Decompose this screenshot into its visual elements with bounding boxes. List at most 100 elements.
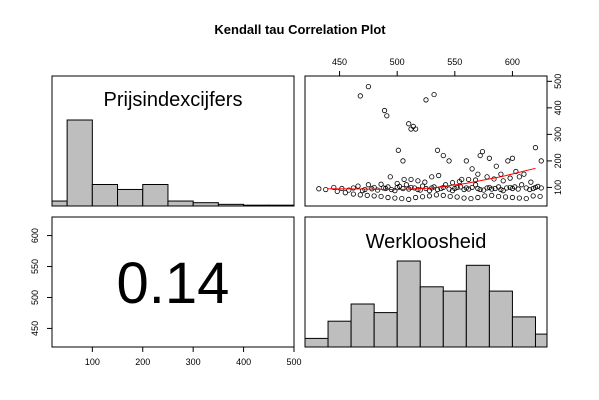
scatter-point [479, 149, 486, 155]
scatter-point [406, 196, 412, 202]
scatter-point [406, 121, 412, 127]
werk-hist-bar [350, 303, 375, 348]
scatter-point [456, 178, 463, 185]
scatter-point [350, 191, 356, 197]
prijs-y-tick-label: 500 [553, 74, 563, 89]
scatter-point [495, 193, 502, 200]
scatter-point [500, 178, 506, 184]
werk-hist-bar [534, 333, 548, 348]
prijs-x-tick-label: 500 [286, 357, 301, 367]
scatter-point [442, 182, 449, 188]
prijs-hist-bar [268, 204, 295, 207]
scatter-point [477, 152, 483, 159]
scatter-point [423, 97, 429, 103]
scatter-point [378, 193, 384, 200]
werk-y-tick-label: 550 [30, 259, 40, 274]
scatter-point [429, 174, 435, 180]
scatter-point [484, 174, 490, 180]
scatter-point [505, 158, 511, 164]
scatter-point [371, 193, 377, 199]
scatter-point [509, 194, 516, 201]
scatter-point [350, 185, 356, 191]
scatter-point [434, 147, 441, 153]
scatter-point [357, 93, 363, 99]
scatter-point [489, 192, 495, 198]
scatter-point [504, 185, 510, 191]
werk-histogram [304, 260, 548, 348]
smoother-line [327, 167, 536, 191]
prijs-hist-bar [243, 204, 270, 207]
scatter-point [394, 180, 400, 187]
prijs-x-tick-label: 300 [186, 357, 201, 367]
scatter-point [454, 184, 460, 191]
scatter-point [374, 187, 381, 193]
scatter-point [484, 185, 490, 191]
scatter-point [477, 186, 483, 193]
prijs-y-tick-label: 200 [553, 153, 563, 168]
scatter-point [433, 192, 439, 198]
scatter-point [537, 193, 543, 200]
scatter-point [475, 194, 481, 201]
scatter-point [475, 171, 481, 177]
prijs-y-tick-label: 300 [553, 127, 563, 142]
scatter-point [521, 171, 527, 177]
scatter-point [446, 158, 452, 164]
scatter-point [523, 195, 529, 202]
scatter-point [413, 194, 419, 201]
scatter-point [431, 91, 437, 98]
scatter-point [532, 145, 539, 151]
scatter-point [431, 184, 437, 190]
prijs-x-tick-label: 400 [236, 357, 251, 367]
scatter-point [365, 84, 371, 90]
prijs-y-tick-label: 100 [553, 180, 563, 195]
scatter-point [342, 190, 348, 196]
prijs-x-tick-label: 100 [85, 357, 100, 367]
scatter-point [447, 193, 453, 200]
scatter-point [468, 195, 474, 202]
scatter-panel [316, 84, 544, 202]
scatter-point [355, 183, 361, 189]
prijs-hist-bar [142, 184, 169, 207]
prijs-hist-bar [91, 184, 119, 207]
scatter-point [417, 187, 423, 193]
werk-hist-bar [396, 260, 421, 348]
scatter-point [400, 158, 406, 164]
scatter-point [527, 186, 533, 193]
scatter-point [384, 113, 390, 119]
werk-hist-bar [465, 264, 490, 348]
scatter-point [530, 193, 536, 199]
scatter-point [422, 179, 428, 185]
werk-hist-bar [419, 286, 444, 348]
prijs-hist-bar [192, 202, 219, 207]
werk-hist-bar [327, 320, 352, 348]
scatter-point [440, 152, 446, 159]
scatter-point [538, 158, 544, 164]
scatter-point [469, 184, 475, 191]
scatter-point [346, 187, 352, 193]
scatter-point [413, 126, 419, 132]
werk-hist-bar [373, 312, 398, 348]
scatter-point [323, 186, 329, 193]
scatter-point [461, 195, 467, 201]
werk-hist-bar [511, 316, 536, 348]
scatter-point [509, 155, 516, 161]
scatter-point [454, 194, 460, 200]
scatter-point [489, 186, 495, 192]
prijs-hist-bar [217, 203, 245, 207]
prijs-hist-bar [167, 200, 194, 207]
label-werkloosheid: Werkloosheid [366, 231, 487, 253]
scatter-point [401, 176, 407, 183]
werk-x-tick-label: 600 [505, 57, 520, 67]
scatter-point [469, 166, 475, 172]
scatter-point [387, 174, 393, 180]
scatter-point [472, 177, 479, 183]
scatter-point [482, 193, 488, 199]
werk-y-tick-label: 500 [30, 290, 40, 305]
scatter-point [364, 192, 370, 198]
scatter-point [408, 176, 414, 183]
scatter-point [457, 184, 464, 190]
scatter-point [538, 185, 544, 191]
scatter-point [466, 176, 472, 183]
scatter-point [528, 179, 534, 185]
